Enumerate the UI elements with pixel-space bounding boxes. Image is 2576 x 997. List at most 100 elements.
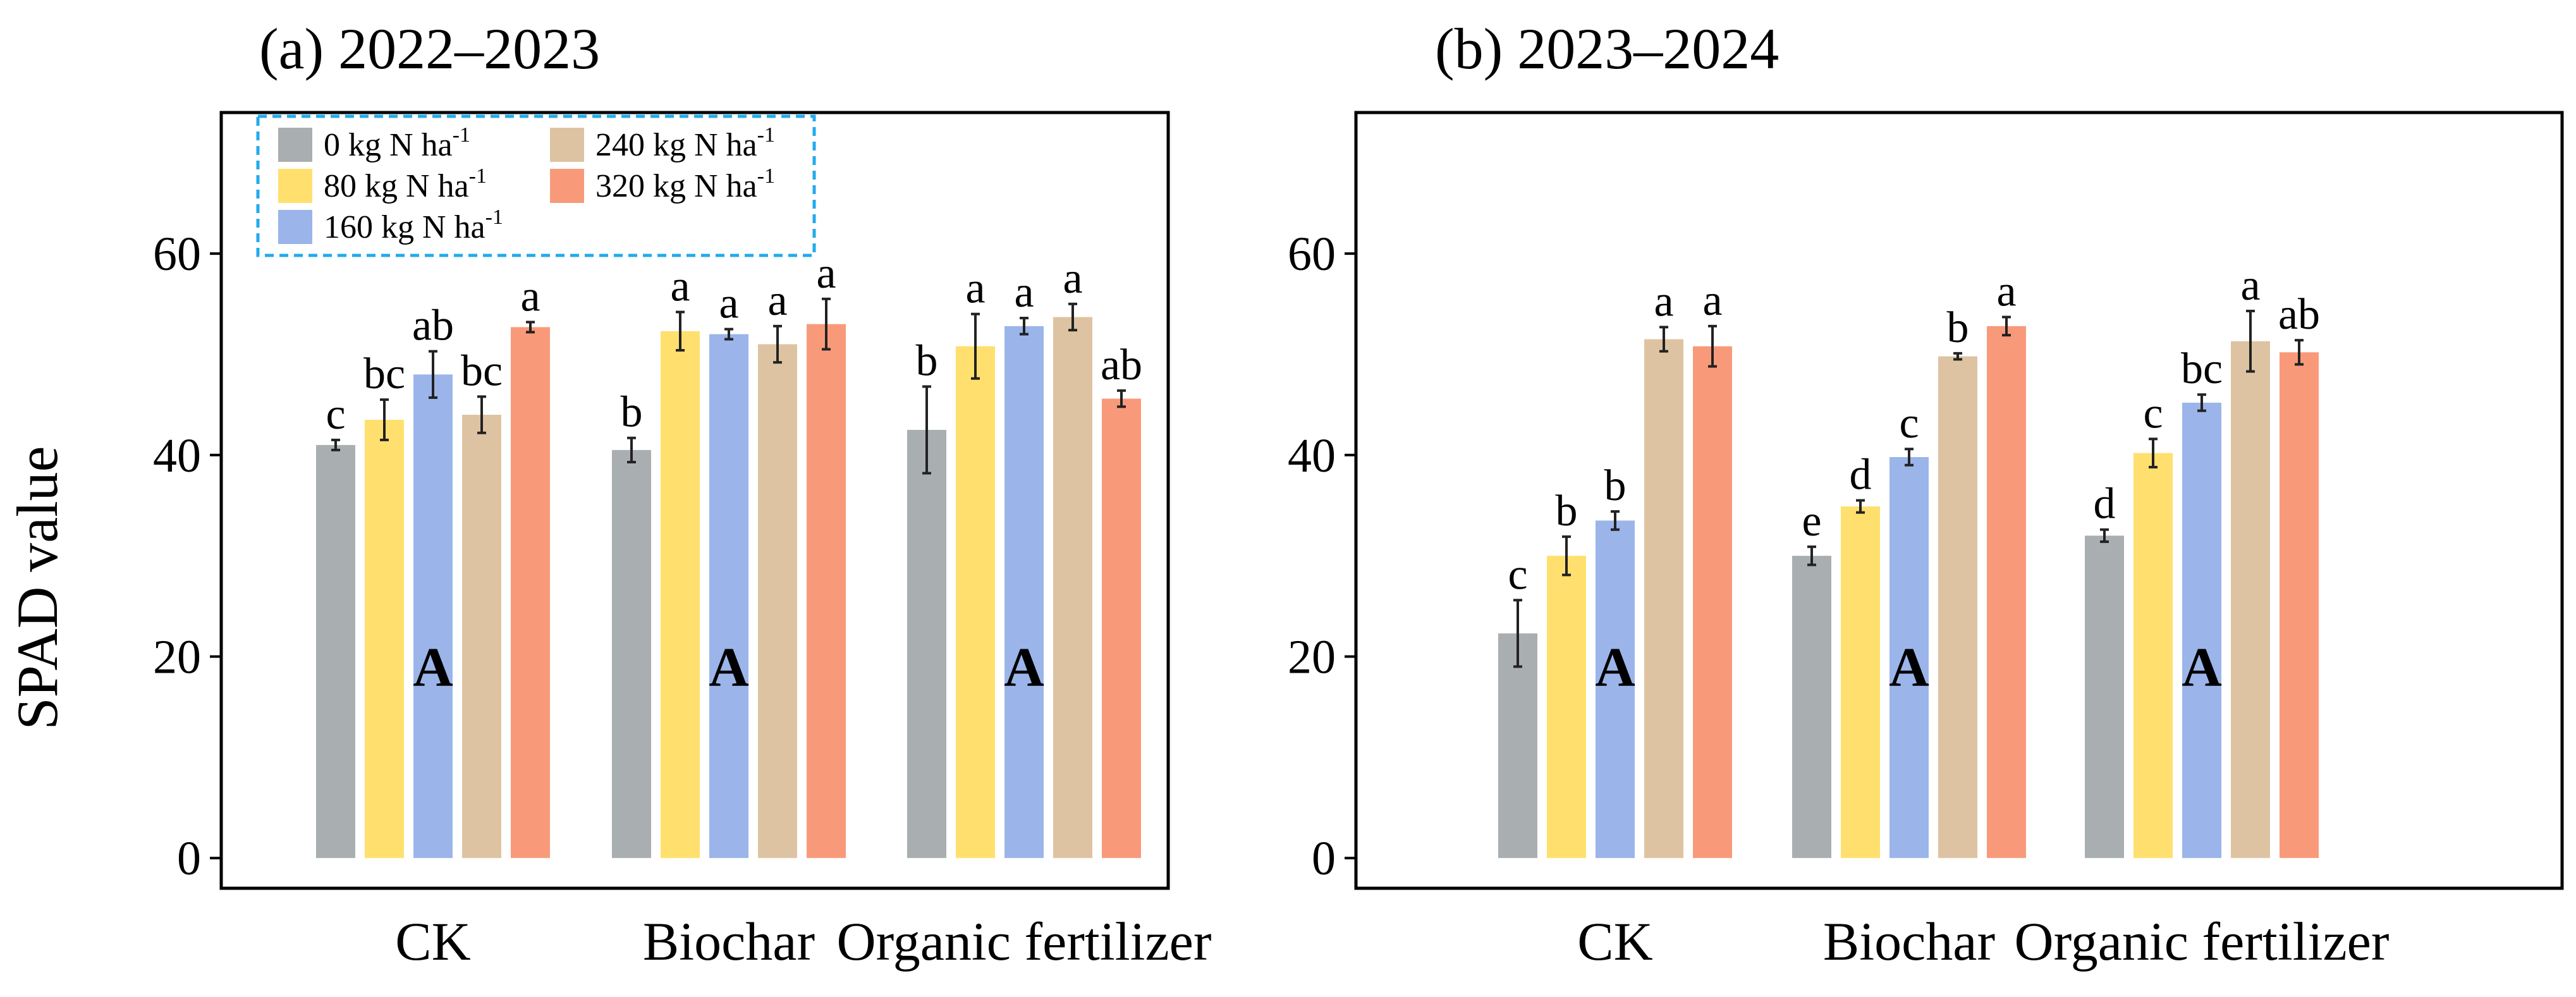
legend-label: 240 kg N ha-1	[595, 123, 775, 163]
bar	[807, 324, 846, 859]
legend-swatch	[550, 169, 584, 203]
bar	[2280, 352, 2319, 859]
significance-letter: a	[767, 276, 787, 325]
bar	[1792, 556, 1831, 859]
legend-swatch	[550, 128, 584, 162]
bar	[1004, 326, 1044, 859]
y-tick-label: 60	[1288, 228, 1336, 281]
legend-swatch	[278, 128, 312, 162]
bar	[1889, 456, 1929, 859]
y-tick-label: 20	[153, 630, 201, 683]
significance-letter: c	[2143, 389, 2163, 437]
significance-letter: a	[1702, 276, 1722, 325]
significance-letter: a	[1996, 267, 2016, 315]
significance-letter: c	[1899, 399, 1919, 448]
x-tick-label: Organic fertilizer	[2015, 911, 2390, 972]
significance-letter: a	[816, 249, 836, 298]
bar	[1053, 317, 1092, 859]
plot-frame	[1354, 111, 2564, 890]
legend-label: 320 kg N ha-1	[595, 164, 775, 204]
group-letter: A	[1889, 637, 1929, 698]
significance-letter: bc	[363, 350, 405, 398]
x-tick-label: Biochar	[1823, 911, 1995, 972]
y-axis-label: SPAD value	[5, 446, 70, 730]
group-letter: A	[2182, 637, 2222, 698]
legend-label: 160 kg N ha-1	[324, 205, 503, 245]
group-letter: A	[709, 637, 749, 698]
group-letter: A	[413, 637, 453, 698]
significance-letter: a	[965, 264, 985, 313]
significance-letter: a	[1654, 277, 1673, 326]
bar	[511, 327, 550, 859]
group-letter: A	[1595, 637, 1635, 698]
significance-letter: a	[520, 272, 540, 321]
significance-letter: ab	[1101, 341, 1142, 389]
bar	[413, 374, 453, 859]
y-tick-label: 60	[153, 228, 201, 281]
significance-letter: e	[1802, 497, 1821, 546]
panel-title: (b) 2023–2024	[1435, 16, 1779, 81]
bar	[1938, 356, 1977, 859]
bar	[1498, 633, 1537, 859]
bar	[1547, 556, 1586, 859]
bar	[462, 415, 501, 859]
significance-letter: ab	[412, 302, 454, 350]
significance-letter: b	[1556, 487, 1578, 535]
bar	[1693, 346, 1732, 859]
x-tick-label: Organic fertilizer	[837, 911, 1212, 972]
y-tick-label: 40	[153, 429, 201, 482]
significance-letter: c	[326, 390, 345, 439]
group-letter: A	[1004, 637, 1044, 698]
plot-frame	[219, 111, 1170, 890]
bar	[956, 346, 995, 859]
x-tick-label: CK	[1577, 911, 1652, 972]
x-tick-label: Biochar	[643, 911, 815, 972]
bar	[2133, 453, 2173, 859]
bar	[1102, 398, 1141, 859]
bar	[2085, 535, 2124, 859]
significance-letter: a	[670, 262, 690, 311]
significance-letter: b	[1947, 303, 1969, 352]
significance-letter: d	[1850, 451, 1872, 499]
legend-label: 80 kg N ha-1	[324, 164, 487, 204]
y-tick-label: 0	[177, 832, 201, 885]
panel-title: (a) 2022–2023	[259, 16, 600, 81]
bar	[1987, 326, 2026, 859]
significance-letter: b	[621, 388, 643, 437]
y-tick-label: 0	[1312, 832, 1336, 885]
significance-letter: d	[2094, 480, 2116, 529]
bar	[907, 429, 946, 859]
bar	[2182, 402, 2221, 859]
significance-letter: a	[2240, 261, 2260, 310]
significance-letter: b	[1604, 462, 1627, 510]
bar	[1841, 506, 1880, 859]
significance-letter: ab	[2278, 290, 2320, 339]
significance-letter: bc	[2181, 345, 2223, 393]
bar	[758, 344, 797, 859]
y-tick-label: 40	[1288, 429, 1336, 482]
legend-border	[256, 114, 816, 257]
significance-letter: a	[1063, 254, 1082, 303]
bar	[661, 331, 700, 859]
legend-swatch	[278, 210, 312, 244]
bar	[612, 450, 651, 859]
bar	[1644, 339, 1683, 859]
bar	[2231, 341, 2270, 859]
significance-letter: c	[1508, 550, 1527, 599]
significance-letter: a	[1014, 268, 1034, 317]
bar	[365, 420, 404, 859]
x-tick-label: CK	[395, 911, 470, 972]
legend-swatch	[278, 169, 312, 203]
bar	[316, 444, 355, 859]
legend-label: 0 kg N ha-1	[324, 123, 470, 163]
significance-letter: bc	[461, 346, 503, 395]
significance-letter: a	[719, 279, 738, 328]
y-tick-label: 20	[1288, 630, 1336, 683]
bar	[709, 334, 748, 859]
significance-letter: b	[916, 336, 938, 385]
bar	[1596, 520, 1635, 859]
